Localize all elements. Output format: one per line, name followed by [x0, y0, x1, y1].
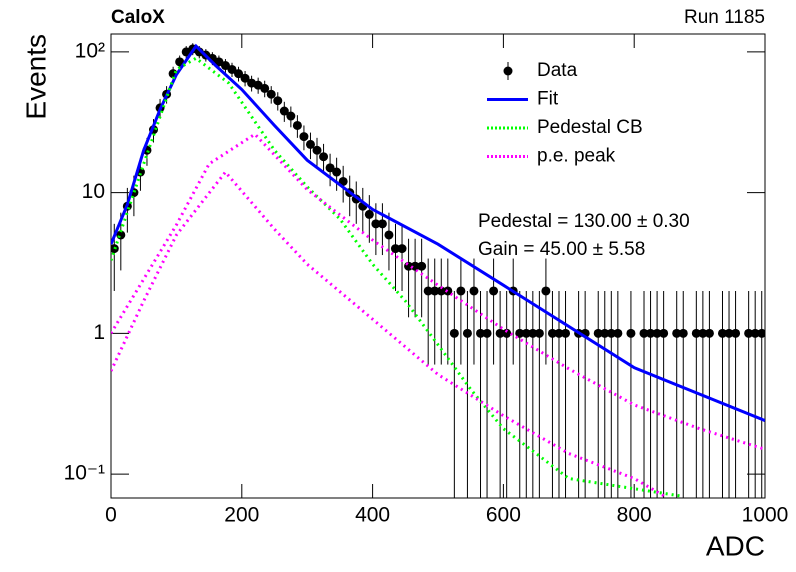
plot-frame — [110, 33, 766, 499]
data-point — [234, 69, 244, 79]
legend-label: p.e. peak — [537, 146, 616, 167]
data-point — [227, 64, 237, 74]
x-axis-label: ADC — [706, 530, 765, 561]
data-point — [561, 328, 571, 338]
y-tick-label: 10 — [82, 180, 105, 203]
data-point — [515, 328, 525, 338]
data-point — [554, 328, 564, 338]
chart-title: CaloX — [111, 7, 165, 28]
y-tick-label: 10⁻¹ — [64, 462, 105, 485]
data-point — [286, 111, 296, 121]
data-point — [390, 244, 400, 254]
data-point — [364, 209, 374, 219]
y-tick-label: 1 — [93, 321, 105, 344]
data-point — [521, 328, 531, 338]
data-point — [214, 57, 224, 67]
data-point — [443, 286, 453, 296]
chart-subtitle: Run 1185 — [684, 7, 765, 28]
x-tick-label: 1000 — [742, 504, 789, 527]
data-point — [469, 286, 479, 296]
data-point — [652, 328, 662, 338]
x-tick-label: 600 — [486, 504, 521, 527]
x-tick-label: 800 — [617, 504, 652, 527]
data-point — [273, 96, 283, 106]
curve — [111, 169, 668, 498]
data-point — [698, 328, 708, 338]
data-point — [613, 328, 623, 338]
data-point — [325, 163, 335, 173]
data-point — [430, 286, 440, 296]
legend-symbol — [503, 66, 513, 76]
data-point — [436, 286, 446, 296]
data-point — [593, 328, 603, 338]
data-point — [319, 152, 329, 162]
data-point — [305, 139, 315, 149]
data-point — [410, 261, 420, 271]
x-tick-label: 200 — [224, 504, 259, 527]
data-point — [220, 61, 230, 71]
data-point — [678, 328, 688, 338]
data-point — [456, 286, 466, 296]
data-point — [417, 261, 427, 271]
data-point — [260, 83, 270, 93]
x-tick-label: 0 — [105, 504, 117, 527]
data-point — [423, 286, 433, 296]
data-point — [489, 286, 499, 296]
data-point — [266, 89, 276, 99]
legend-label: Data — [537, 60, 578, 81]
data-point — [744, 328, 754, 338]
y-tick-label: 10² — [75, 39, 105, 62]
plot-area — [111, 43, 765, 498]
data-point — [397, 244, 407, 254]
curve — [111, 56, 681, 498]
data-point — [528, 328, 538, 338]
data-point — [757, 328, 765, 338]
data-point — [547, 328, 557, 338]
data-point — [332, 167, 342, 177]
legend-label: Pedestal CB — [537, 117, 643, 138]
data-point — [462, 328, 472, 338]
data-point — [449, 328, 459, 338]
data-point — [384, 230, 394, 240]
data-point — [646, 328, 656, 338]
annotation: Pedestal = 130.00 ± 0.30 — [478, 211, 690, 232]
data-point — [704, 328, 714, 338]
data-point — [312, 145, 322, 155]
data-point — [672, 328, 682, 338]
x-tick-label: 400 — [355, 504, 390, 527]
data-point — [534, 328, 544, 338]
data-point — [731, 328, 741, 338]
data-point — [371, 219, 381, 229]
data-point — [279, 106, 289, 116]
data-point — [750, 328, 760, 338]
data-point — [240, 73, 250, 83]
data-point — [606, 328, 616, 338]
data-point — [626, 328, 636, 338]
data-point — [724, 328, 734, 338]
data-point — [541, 286, 551, 296]
data-point — [299, 132, 309, 142]
data-point — [691, 328, 701, 338]
data-point — [476, 328, 486, 338]
data-point — [600, 328, 610, 338]
annotation: Gain = 45.00 ± 5.58 — [478, 239, 645, 260]
data-point — [639, 328, 649, 338]
curve — [111, 43, 765, 422]
data-point — [502, 328, 512, 338]
legend-label: Fit — [537, 89, 559, 110]
y-axis-label: Events — [20, 34, 51, 120]
data-point — [495, 328, 505, 338]
data-point — [659, 328, 669, 338]
data-point — [377, 219, 387, 229]
data-point — [717, 328, 727, 338]
data-point — [482, 328, 492, 338]
data-point — [292, 120, 302, 130]
